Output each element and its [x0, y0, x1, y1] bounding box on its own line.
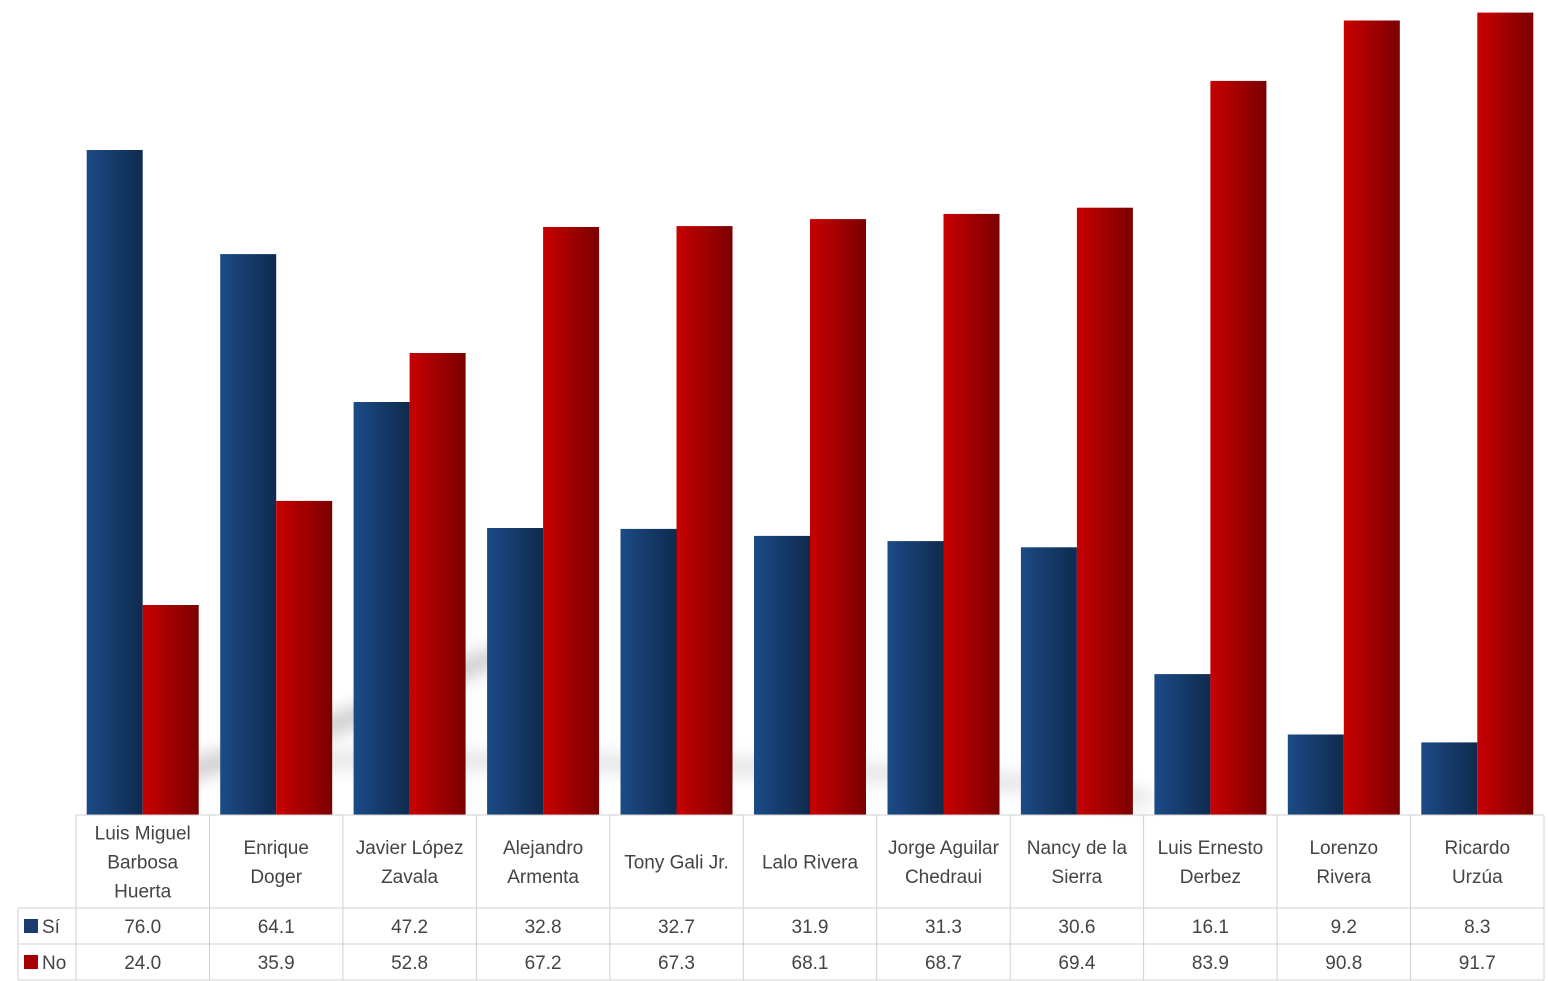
legend-key-no [24, 955, 38, 969]
data-value: 90.8 [1325, 953, 1362, 974]
data-value: 91.7 [1459, 953, 1496, 974]
data-value: 67.2 [525, 953, 562, 974]
data-value: 16.1 [1192, 917, 1229, 938]
category-label: Alejandro Armenta [503, 838, 583, 888]
bar-no-1 [276, 500, 333, 815]
data-value: 76.0 [124, 917, 161, 938]
category-label: Lalo Rivera [762, 853, 859, 874]
category-label: Javier López Zavala [356, 838, 464, 888]
bar-si-3 [487, 528, 544, 815]
category-label: Lorenzo Rivera [1309, 838, 1378, 888]
bar-si-6 [887, 541, 944, 815]
category-label: Luis Ernesto Derbez [1158, 838, 1264, 888]
data-value: 67.3 [658, 953, 695, 974]
data-value: 8.3 [1464, 917, 1490, 938]
legend-label-no: No [42, 953, 66, 974]
legend-key-si [24, 919, 38, 933]
bar-no-0 [142, 605, 199, 815]
data-value: 52.8 [391, 953, 428, 974]
bar-no-10 [1477, 12, 1534, 816]
legend-label-si: Sí [42, 917, 61, 938]
data-value: 47.2 [391, 917, 428, 938]
category-label: Jorge Aguilar Chedraui [888, 838, 1000, 888]
bar-no-6 [943, 213, 1000, 815]
bar-si-5 [754, 535, 810, 815]
bar-no-2 [409, 353, 466, 815]
bar-no-4 [676, 226, 733, 816]
bar-no-8 [1210, 80, 1267, 815]
bar-no-5 [810, 219, 866, 816]
data-value: 31.3 [925, 917, 962, 938]
bar-si-8 [1154, 674, 1211, 815]
data-value: 83.9 [1192, 953, 1229, 974]
bar-si-4 [620, 528, 677, 815]
bar-si-1 [220, 254, 277, 816]
data-value: 69.4 [1058, 953, 1095, 974]
bar-no-7 [1076, 207, 1133, 815]
data-value: 68.7 [925, 953, 962, 974]
data-value: 30.6 [1058, 917, 1095, 938]
category-label: Nancy de la Sierra [1027, 838, 1128, 888]
data-value: 68.1 [792, 953, 829, 974]
category-label: Enrique Doger [243, 838, 309, 888]
bar-si-9 [1287, 734, 1344, 815]
bar-si-2 [353, 402, 410, 815]
category-label: Tony Gali Jr. [624, 853, 729, 874]
data-value: 9.2 [1331, 917, 1357, 938]
data-value: 24.0 [124, 953, 161, 974]
data-value: 32.7 [658, 917, 695, 938]
category-label: Luis Miguel Barbosa Huerta [95, 824, 191, 903]
data-value: 35.9 [258, 953, 295, 974]
bar-si-7 [1020, 547, 1077, 816]
bar-si-10 [1421, 742, 1478, 815]
bar-no-3 [543, 227, 600, 815]
category-label: Ricardo Urzúa [1445, 838, 1510, 888]
bar-si-0 [86, 150, 143, 815]
bar-no-9 [1343, 20, 1400, 815]
data-value: 31.9 [792, 917, 829, 938]
data-value: 32.8 [525, 917, 562, 938]
data-value: 64.1 [258, 917, 295, 938]
